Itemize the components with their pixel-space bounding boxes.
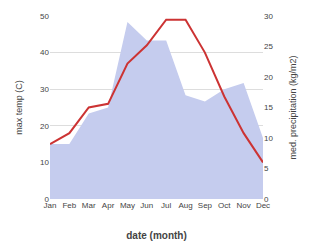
svg-text:10: 10	[264, 134, 273, 143]
svg-text:Sep: Sep	[198, 201, 213, 210]
svg-text:Jun: Jun	[140, 201, 153, 210]
svg-text:Oct: Oct	[218, 201, 231, 210]
svg-text:5: 5	[264, 164, 269, 173]
svg-text:0: 0	[45, 195, 50, 204]
svg-text:med. precipitation (kg/m2): med. precipitation (kg/m2)	[288, 55, 298, 159]
svg-text:25: 25	[264, 42, 273, 51]
svg-text:30: 30	[40, 85, 49, 94]
svg-text:date (month): date (month)	[126, 230, 187, 241]
svg-text:0: 0	[264, 195, 269, 204]
svg-text:Feb: Feb	[62, 201, 76, 210]
svg-text:Nov: Nov	[237, 201, 251, 210]
svg-text:Mar: Mar	[82, 201, 96, 210]
svg-text:20: 20	[264, 73, 273, 82]
svg-text:40: 40	[40, 48, 49, 57]
svg-text:50: 50	[40, 12, 49, 21]
svg-text:May: May	[120, 201, 135, 210]
svg-text:30: 30	[264, 12, 273, 21]
svg-text:Apr: Apr	[102, 201, 115, 210]
svg-text:20: 20	[40, 122, 49, 131]
svg-text:Dec: Dec	[256, 201, 270, 210]
svg-text:Aug: Aug	[178, 201, 192, 210]
svg-text:Jan: Jan	[44, 201, 57, 210]
svg-text:max temp (C): max temp (C)	[14, 80, 24, 135]
svg-text:Jul: Jul	[161, 201, 171, 210]
svg-text:15: 15	[264, 103, 273, 112]
svg-text:10: 10	[40, 158, 49, 167]
